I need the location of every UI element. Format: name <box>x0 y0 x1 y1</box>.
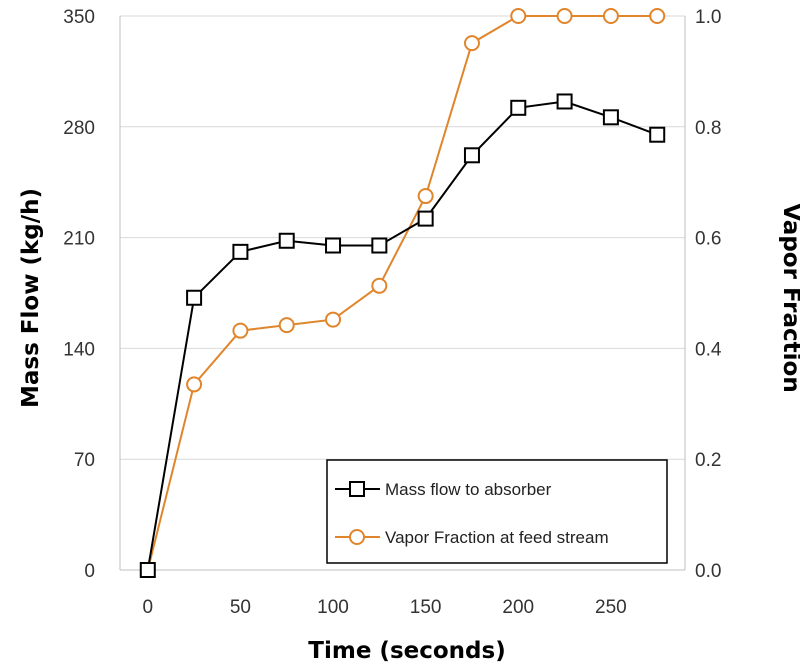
series-0-point-0 <box>139 562 156 578</box>
y-tick-label-0: 0 <box>84 561 95 582</box>
legend-marker-circle <box>349 529 365 545</box>
x-tick-label-2: 100 <box>317 597 349 618</box>
y-tick-label-2: 140 <box>63 339 95 360</box>
y2-tick-label-3: 0.6 <box>695 229 721 250</box>
series-0-point-6 <box>417 210 434 227</box>
y2-tick-label-0: 0.0 <box>695 561 721 582</box>
series-1-point-1 <box>186 376 203 393</box>
y-axis-title: Mass Flow (kg/h) <box>18 188 44 408</box>
y-tick-label-1: 70 <box>74 450 95 471</box>
series-0-point-11 <box>649 126 666 143</box>
series-1-point-5 <box>371 277 388 294</box>
series-0-point-8 <box>510 99 527 116</box>
series-0-point-2 <box>232 243 249 260</box>
series-0-point-10 <box>602 109 619 126</box>
series-layer <box>139 8 666 578</box>
y2-tick-label-1: 0.2 <box>695 450 721 471</box>
series-0-point-3 <box>278 232 295 249</box>
series-1-point-9 <box>556 8 573 24</box>
x-tick-label-0: 0 <box>142 597 153 618</box>
series-1-point-4 <box>325 311 342 328</box>
series-0-point-1 <box>186 289 203 306</box>
series-0-point-4 <box>325 237 342 254</box>
legend-label-vapor-fraction: Vapor Fraction at feed stream <box>385 528 609 547</box>
y-tick-label-5: 350 <box>63 7 95 28</box>
series-1-point-8 <box>510 8 527 24</box>
tick-labels: 0 70 140 210 280 350 0.0 0.2 0.4 0.6 0.8 1.0 0 50 100 1… <box>63 7 722 618</box>
legend-box <box>326 459 668 564</box>
axes <box>119 16 686 571</box>
gridlines <box>120 15 685 460</box>
y-tick-label-4: 280 <box>63 118 95 139</box>
series-1-point-2 <box>232 322 249 339</box>
x-tick-label-3: 150 <box>410 597 442 618</box>
series-1-point-7 <box>463 35 480 52</box>
series-1-point-6 <box>417 188 434 205</box>
series-0-point-9 <box>556 93 573 110</box>
series-1-point-10 <box>602 8 619 24</box>
legend-label-mass-flow: Mass flow to absorber <box>385 480 552 499</box>
series-1-point-11 <box>649 8 666 24</box>
legend-marker-square <box>349 481 365 497</box>
legend: Mass flow to absorber Vapor Fraction at … <box>326 459 668 564</box>
series-1-point-3 <box>278 317 295 334</box>
y2-tick-label-4: 0.8 <box>695 118 721 139</box>
y2-tick-label-5: 1.0 <box>695 7 721 28</box>
x-tick-label-1: 50 <box>230 597 251 618</box>
series-0-point-7 <box>463 147 480 164</box>
y2-axis-title: Vapor Fraction <box>778 203 800 392</box>
y2-tick-label-2: 0.4 <box>695 339 722 360</box>
series-0-point-5 <box>371 237 388 254</box>
x-tick-label-5: 250 <box>595 597 627 618</box>
x-axis-title: Time (seconds) <box>308 638 505 664</box>
y-tick-label-3: 210 <box>63 229 95 250</box>
x-tick-label-4: 200 <box>502 597 534 618</box>
